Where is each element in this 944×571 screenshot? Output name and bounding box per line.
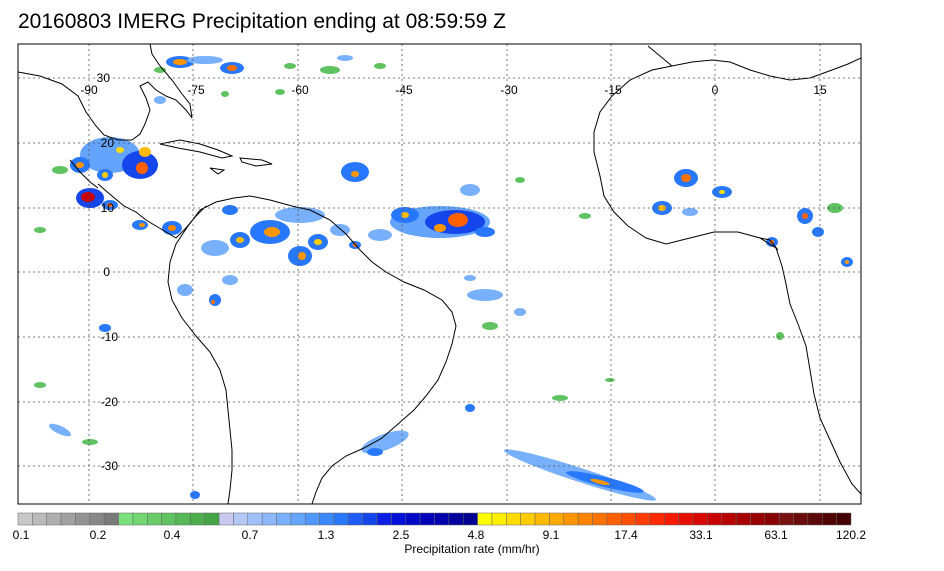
colorbar-swatch	[620, 512, 636, 526]
lon-label: -45	[395, 83, 413, 97]
colorbar-swatch	[348, 512, 363, 526]
colorbar-swatch	[678, 512, 694, 526]
colorbar-swatch	[362, 512, 378, 526]
colorbar-tick: 63.1	[764, 528, 788, 542]
lon-labels: -90 -75 -60 -45 -30 -15 0 15	[80, 83, 827, 97]
colorbar-swatch	[707, 512, 722, 526]
colorbar-tick: 1.3	[317, 528, 335, 542]
colorbar-swatch	[822, 512, 837, 526]
lat-label: -30	[101, 459, 119, 473]
colorbar-swatch	[563, 512, 579, 526]
lon-label: -60	[291, 83, 309, 97]
colorbar-swatch	[592, 512, 608, 526]
colorbar-tick: 0.1	[12, 528, 30, 542]
colorbar-swatch	[147, 512, 162, 526]
lat-label: -10	[101, 330, 119, 344]
lat-label: 10	[101, 201, 115, 215]
colorbar-swatch	[319, 512, 335, 526]
colorbar-swatch	[190, 512, 205, 526]
colorbar-swatch	[247, 512, 263, 526]
colorbar-tick: 2.5	[392, 528, 410, 542]
colorbar-swatch	[462, 512, 478, 526]
map-frame	[17, 43, 862, 505]
colorbar-swatch	[692, 512, 708, 526]
colorbar-swatch	[161, 512, 177, 526]
colorbar-swatch	[836, 512, 852, 526]
colorbar-swatch	[290, 512, 306, 526]
lon-label: -75	[187, 83, 205, 97]
colorbar-swatch	[549, 512, 565, 526]
lon-label: -90	[80, 83, 98, 97]
colorbar-swatch	[778, 512, 794, 526]
colorbar-swatch	[89, 512, 105, 526]
colorbar-swatch	[764, 512, 780, 526]
colorbar-swatch	[721, 512, 737, 526]
precip-field	[34, 55, 853, 501]
coastlines	[18, 44, 861, 504]
colorbar-swatch	[218, 512, 234, 526]
colorbar-swatch	[333, 512, 349, 526]
lon-label: 15	[813, 83, 827, 97]
colorbar-swatch	[477, 512, 493, 526]
colorbar-swatch	[276, 512, 292, 526]
lon-label: -30	[500, 83, 518, 97]
colorbar-swatch	[17, 512, 33, 526]
lat-label: -20	[101, 395, 119, 409]
page-title: 20160803 IMERG Precipitation ending at 0…	[18, 10, 506, 33]
colorbar-swatch	[405, 512, 421, 526]
lon-label: -15	[604, 83, 622, 97]
lat-labels: 30 20 10 0 -10 -20 -30	[97, 71, 119, 473]
graticule	[18, 44, 861, 504]
colorbar-tick: 4.8	[467, 528, 485, 542]
colorbar-swatch	[75, 512, 91, 526]
colorbar-swatch	[204, 512, 220, 526]
colorbar-swatch	[750, 512, 766, 526]
colorbar-swatch	[534, 512, 550, 526]
colorbar-swatch	[103, 512, 119, 526]
colorbar-swatch	[46, 512, 62, 526]
colorbar-tick: 0.4	[163, 528, 181, 542]
colorbar-tick: 120.2	[835, 528, 867, 542]
colorbar-swatch	[807, 512, 823, 526]
colorbar-tick: 0.7	[241, 528, 259, 542]
colorbar-swatch	[391, 512, 407, 526]
colorbar-tick: 33.1	[689, 528, 713, 542]
colorbar-swatch	[175, 512, 191, 526]
colorbar-swatch	[132, 512, 148, 526]
lon-label: 0	[712, 83, 719, 97]
colorbar-swatch	[233, 512, 249, 526]
lat-label: 30	[97, 71, 111, 85]
colorbar-swatch	[32, 512, 47, 526]
colorbar	[17, 512, 852, 526]
lat-label: 0	[103, 265, 110, 279]
lat-label: 20	[101, 136, 115, 150]
colorbar-swatch	[506, 512, 521, 526]
colorbar-swatch	[448, 512, 464, 526]
colorbar-tick: 9.1	[542, 528, 560, 542]
colorbar-swatch	[376, 512, 392, 526]
colorbar-swatch	[649, 512, 665, 526]
colorbar-swatch	[60, 512, 76, 526]
colorbar-tick: 0.2	[89, 528, 107, 542]
colorbar-swatch	[419, 512, 435, 526]
colorbar-swatch	[520, 512, 536, 526]
colorbar-swatch	[606, 512, 622, 526]
colorbar-label: Precipitation rate (mm/hr)	[404, 542, 540, 556]
colorbar-swatch	[735, 512, 751, 526]
colorbar-swatch	[491, 512, 507, 526]
colorbar-swatch	[793, 512, 809, 526]
colorbar-swatch	[261, 512, 277, 526]
colorbar-swatch	[304, 512, 320, 526]
colorbar-tick: 17.4	[614, 528, 638, 542]
colorbar-swatch	[577, 512, 593, 526]
colorbar-swatch	[664, 512, 679, 526]
colorbar-swatch	[635, 512, 651, 526]
colorbar-swatch	[118, 512, 134, 526]
colorbar-swatch	[434, 512, 450, 526]
